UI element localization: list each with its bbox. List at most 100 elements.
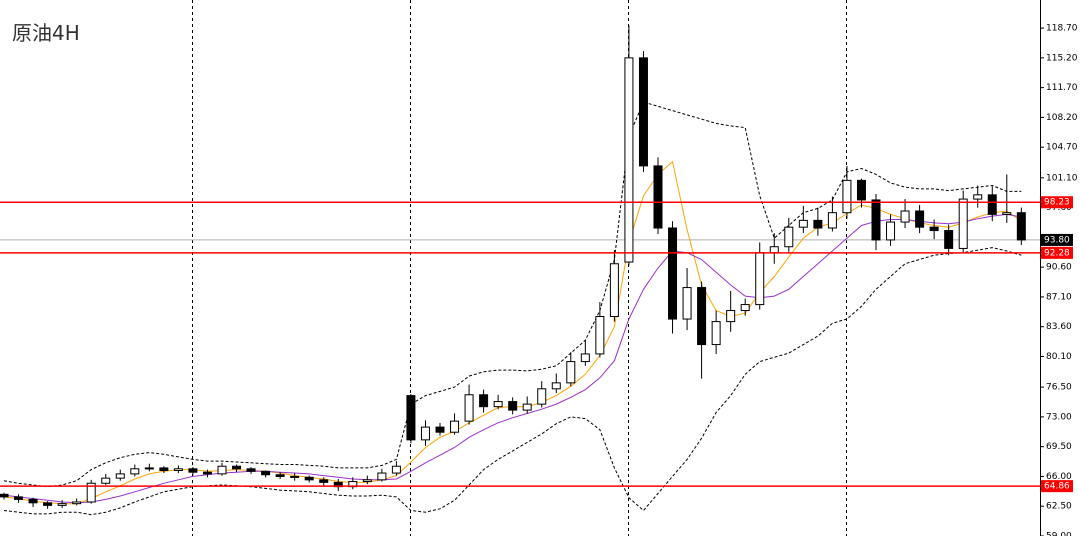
candle-body [188, 468, 198, 473]
candle-body [726, 310, 736, 323]
chart-title: 原油4H [12, 21, 80, 45]
candle-body [638, 57, 648, 167]
candle-body [682, 287, 692, 320]
candle-body [420, 426, 430, 441]
candle-body [232, 465, 242, 470]
candle-body [551, 382, 561, 390]
y-tick-label: 90.60 [1046, 263, 1072, 273]
y-tick-label: 59.00 [1046, 532, 1072, 536]
candle-body [798, 219, 808, 228]
candle-body [43, 502, 53, 506]
candle-body [28, 498, 38, 504]
y-tick-label: 62.50 [1046, 502, 1072, 512]
candle-body [173, 468, 183, 471]
y-tick-label: 108.20 [1046, 113, 1078, 123]
candle-body [740, 304, 750, 312]
candle-body [101, 477, 111, 484]
candle-body [537, 388, 547, 405]
level-label-box [1041, 196, 1073, 209]
candle-body [479, 394, 489, 408]
candle-body [987, 194, 997, 215]
candle-body [1002, 212, 1012, 215]
candle-body [813, 219, 823, 229]
y-tick-label: 87.10 [1046, 292, 1072, 302]
candle-body [115, 473, 125, 479]
candle-body [566, 361, 576, 384]
candle-body [653, 165, 663, 229]
candle-body [14, 496, 24, 500]
candle-body [958, 198, 968, 249]
y-tick-label: 111.70 [1046, 83, 1078, 93]
candle-body [493, 401, 503, 408]
candle-body [886, 221, 896, 241]
candle-body [72, 501, 82, 505]
indicator-line [3, 101, 1022, 488]
candle-body [900, 210, 910, 223]
candle-body [842, 179, 852, 214]
candle-body [217, 465, 227, 475]
candle-body [57, 503, 67, 506]
candle-body [159, 467, 169, 471]
candle-body [973, 194, 983, 200]
last-price-box [1041, 233, 1073, 246]
candle-body [755, 252, 765, 306]
y-tick-label: 73.00 [1046, 412, 1072, 422]
candle-body [508, 401, 518, 411]
candle-body [450, 420, 460, 433]
candle-body [609, 263, 619, 317]
candle-body [275, 474, 285, 477]
candle-body [784, 226, 794, 248]
candle-body [929, 226, 939, 232]
level-label-box [1041, 246, 1073, 259]
candle-body [246, 468, 256, 472]
last-price-label: 93.80 [1044, 235, 1070, 245]
level-label: 92.28 [1044, 248, 1070, 258]
candle-body [304, 476, 314, 481]
y-tick-label: 104.70 [1046, 143, 1078, 153]
candle-body [827, 212, 837, 229]
candle-body [871, 199, 881, 241]
candle-body [362, 479, 372, 483]
candle-body [595, 315, 605, 355]
candle-body [668, 227, 678, 320]
y-tick-label: 80.10 [1046, 352, 1072, 362]
candle-body [86, 482, 96, 503]
y-tick-label: 118.70 [1046, 24, 1078, 34]
y-tick-label: 83.60 [1046, 322, 1072, 332]
candle-body [856, 179, 866, 201]
candle-body [377, 472, 387, 481]
candle-body [769, 246, 779, 254]
candle-body [697, 287, 707, 346]
candle-body [1016, 212, 1026, 241]
y-tick-label: 66.00 [1046, 472, 1072, 482]
candle-body [391, 465, 401, 474]
candle-body [464, 394, 474, 422]
candle-body [130, 468, 140, 475]
indicator-line [3, 247, 1022, 516]
y-tick-label: 101.10 [1046, 173, 1078, 183]
candle-body [261, 470, 271, 476]
candle-body [144, 467, 154, 470]
candle-body [915, 210, 925, 228]
session-separators [192, 0, 847, 536]
candle-body [0, 493, 9, 498]
y-tick-label: 115.20 [1046, 53, 1078, 63]
indicator-line [3, 160, 1022, 505]
candle-body [319, 479, 329, 483]
y-tick-label: 76.50 [1046, 383, 1072, 393]
level-label: 98.23 [1044, 198, 1070, 208]
level-label: 64.86 [1044, 482, 1070, 492]
candle-body [624, 57, 634, 263]
candle-body [711, 321, 721, 346]
candle-body [522, 403, 532, 411]
candle-body [435, 426, 445, 433]
candle-body [580, 353, 590, 363]
candle-body [406, 395, 416, 441]
candle-body [290, 475, 300, 478]
candle-body [944, 230, 954, 249]
candle-body [202, 471, 212, 475]
y-tick-label: 69.50 [1046, 442, 1072, 452]
indicator-line [3, 213, 1022, 504]
